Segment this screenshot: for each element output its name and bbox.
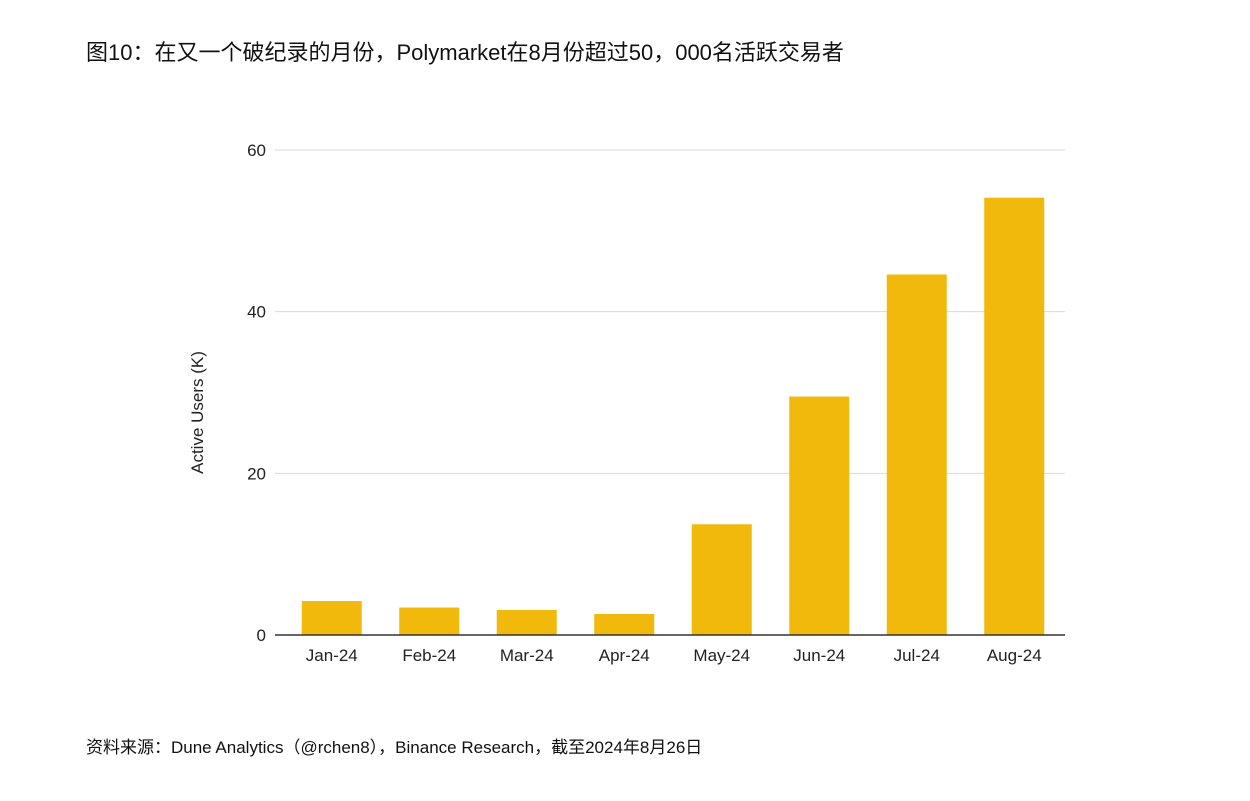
bar-mar-24 <box>496 609 557 635</box>
bar-aug-24 <box>984 197 1045 636</box>
y-axis-label: Active Users (K) <box>188 351 207 474</box>
bars <box>301 197 1045 636</box>
x-tick-label: Jun-24 <box>793 646 845 665</box>
y-tick-label: 40 <box>247 303 266 322</box>
bar-jan-24 <box>301 601 362 635</box>
x-tick-label: Apr-24 <box>599 646 650 665</box>
bar-may-24 <box>691 524 752 635</box>
x-tick-label: Aug-24 <box>987 646 1042 665</box>
bar-feb-24 <box>399 607 460 635</box>
x-tick-label: Jan-24 <box>306 646 358 665</box>
source-note: 资料来源：Dune Analytics（@rchen8），Binance Res… <box>86 738 703 757</box>
bar-apr-24 <box>594 613 655 635</box>
figure-title: 图10：在又一个破纪录的月份，Polymarket在8月份超过50，000名活跃… <box>86 40 844 65</box>
bar-jul-24 <box>886 274 947 635</box>
bar-jun-24 <box>789 396 850 635</box>
x-tick-label: May-24 <box>693 646 750 665</box>
tick-labels: 0 20 40 60 Jan-24 Feb-24 Mar-24 Apr-24 May-24 Jun… <box>188 141 1042 665</box>
x-tick-label: Jul-24 <box>894 646 940 665</box>
x-tick-label: Feb-24 <box>402 646 456 665</box>
y-tick-label: 60 <box>247 141 266 160</box>
y-tick-label: 0 <box>257 626 266 645</box>
y-tick-label: 20 <box>247 464 266 483</box>
x-tick-label: Mar-24 <box>500 646 554 665</box>
